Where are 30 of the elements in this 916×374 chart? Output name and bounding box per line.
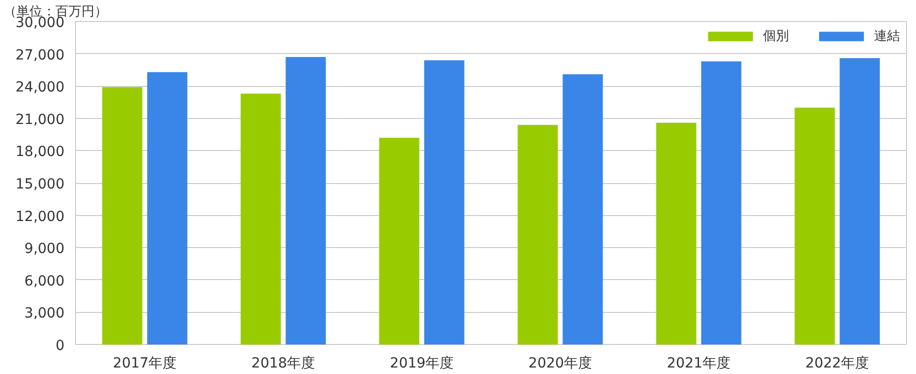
y-tick-label: 24,000 [16, 80, 65, 96]
y-tick-label: 27,000 [16, 47, 65, 64]
bar [147, 72, 188, 344]
y-tick-label: 9,000 [24, 241, 65, 258]
bar [656, 122, 696, 344]
bar [562, 74, 603, 344]
legend-label: 連結 [874, 28, 900, 45]
bar [794, 108, 835, 344]
y-tick-label: 15,000 [16, 176, 65, 192]
x-tick-label: 2021年度 [666, 356, 731, 372]
y-tick-label: 6,000 [24, 273, 65, 290]
y-tick-label: 21,000 [16, 112, 65, 128]
bar [240, 94, 281, 344]
x-tick-label: 2018年度 [251, 356, 316, 372]
bar [840, 58, 880, 344]
bar [102, 87, 142, 344]
bar [518, 124, 558, 344]
legend-label: 個別 [763, 28, 789, 45]
y-tick-label: 12,000 [16, 208, 65, 225]
y-tick-label: 3,000 [24, 306, 65, 322]
x-tick-label: 2020年度 [528, 356, 592, 372]
bar [286, 57, 326, 344]
x-tick-label: 2022年度 [805, 356, 870, 372]
bar [424, 60, 464, 344]
x-tick-label: 2019年度 [390, 356, 454, 372]
bar [701, 61, 742, 344]
x-tick-label: 2017年度 [112, 356, 177, 372]
bar [379, 138, 420, 344]
y-tick-label: 0 [56, 338, 65, 354]
y-tick-label: 18,000 [16, 144, 65, 160]
